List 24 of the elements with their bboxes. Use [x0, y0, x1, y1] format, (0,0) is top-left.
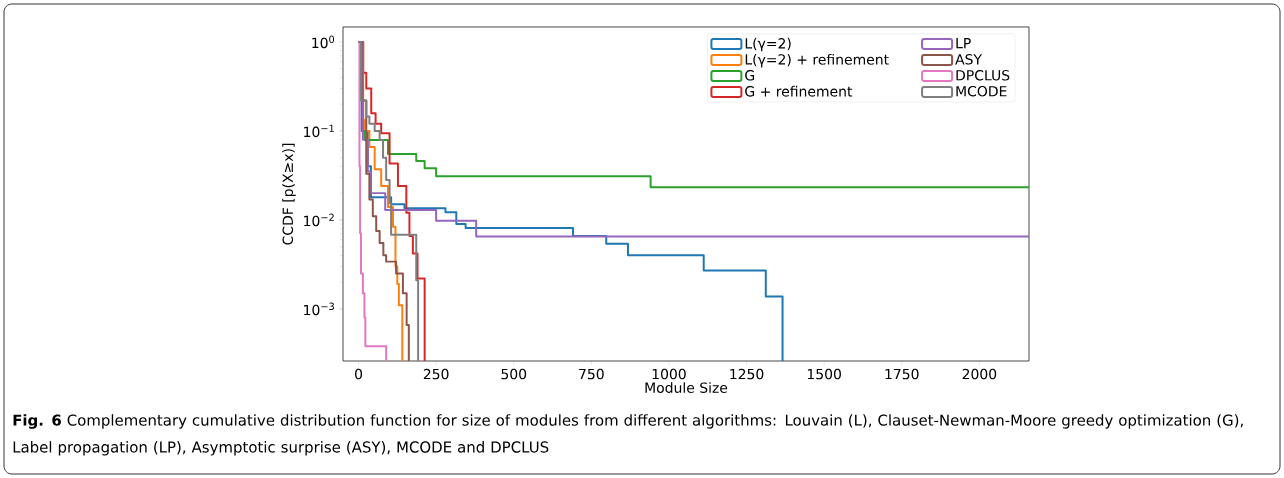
x-tick-label: 0 [355, 368, 363, 380]
y-tick-label: 10$^{−1}$ [304, 124, 334, 138]
legend-label: G + refinement [745, 85, 853, 97]
legend-label: DPCLUS [956, 70, 1010, 81]
x-tick-label: 1750 [885, 368, 919, 380]
x-tick-label: 1000 [652, 368, 686, 380]
x-tick-label: 2000 [962, 368, 997, 380]
x-tick-label: 500 [501, 368, 527, 380]
legend-label: L(γ=2) + refinement [745, 53, 889, 68]
x-tick-label: 750 [579, 368, 604, 380]
legend-label: G [745, 70, 755, 81]
legend-label: LP [956, 38, 971, 49]
y-tick-label: 10$^{−3}$ [304, 302, 334, 316]
legend-label: MCODE [956, 85, 1007, 97]
y-tick-label: 10$^{−2}$ [304, 213, 334, 227]
legend-label: L(γ=2) [745, 37, 791, 52]
x-tick-label: 1250 [730, 368, 764, 380]
y-tick-label: 10$^{0}$ [312, 35, 335, 49]
x-tick-label: 250 [423, 368, 449, 380]
y-axis-title: CCDF [p(X≥x)] [282, 143, 296, 245]
text: Fig. 6 Complementary cumulative distribution function for size of modules from different algorithms: Louvain (L), Clauset-Newman-Moore greedy optimization (G), Label propagation (LP), Asymptotic surprise (ASY), MCODE and DPCLUS [13, 414, 1243, 456]
legend-label: ASY [955, 54, 983, 65]
x-tick-label: 1500 [807, 368, 841, 380]
x-axis-title: Module Size [645, 382, 728, 393]
